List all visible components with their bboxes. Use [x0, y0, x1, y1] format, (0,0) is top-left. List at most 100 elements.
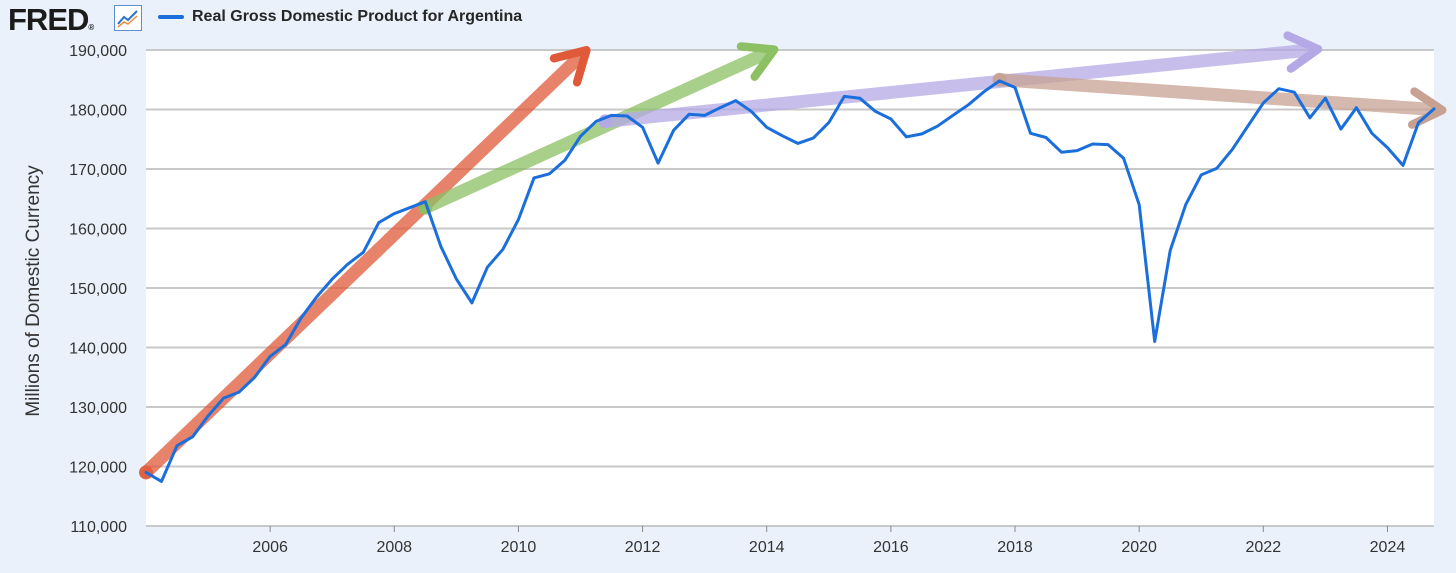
data-point: [858, 96, 862, 100]
data-point: [393, 212, 396, 215]
data-point: [1370, 132, 1374, 135]
data-point: [548, 172, 551, 175]
data-point: [377, 221, 380, 224]
data-point: [346, 263, 349, 266]
data-point: [998, 79, 1001, 83]
data-point: [175, 444, 179, 447]
data-point: [1262, 101, 1265, 105]
x-tick-label: 2018: [997, 539, 1033, 556]
data-point: [750, 110, 753, 113]
data-point: [1386, 146, 1389, 149]
data-point: [672, 129, 675, 132]
data-point: [1231, 148, 1234, 151]
data-point: [1324, 96, 1327, 100]
data-point: [951, 114, 955, 117]
x-axis-ticks: 2006 2008 2010 2012 2014 2016 2018 2020 2022 2024: [252, 526, 1405, 556]
series-line: [144, 79, 1436, 483]
data-point: [920, 132, 924, 136]
data-point: [703, 114, 706, 117]
data-point: [967, 103, 970, 106]
data-point: [455, 277, 458, 281]
data-point: [253, 376, 256, 379]
data-point: [905, 135, 908, 139]
x-tick-label: 2016: [873, 539, 909, 556]
data-point: [1401, 164, 1405, 167]
x-tick-label: 2010: [501, 539, 537, 556]
data-point: [1153, 340, 1156, 343]
data-point: [408, 206, 412, 209]
data-point: [734, 99, 737, 102]
data-point: [610, 114, 613, 117]
data-point: [827, 121, 830, 124]
y-tick-label: 160,000: [69, 222, 127, 239]
data-point: [563, 158, 567, 162]
data-point: [268, 355, 272, 358]
y-tick-label: 180,000: [69, 103, 127, 120]
y-axis-label: Millions of Domestic Currency: [23, 165, 44, 417]
grid-lines: [146, 49, 1434, 527]
data-point: [641, 126, 644, 129]
data-point: [1293, 91, 1296, 94]
data-point: [284, 343, 287, 346]
y-tick-label: 140,000: [69, 341, 127, 358]
data-point: [1013, 86, 1017, 89]
data-point: [486, 265, 489, 269]
data-point: [1029, 132, 1032, 135]
data-point: [1184, 203, 1187, 206]
data-point: [874, 110, 877, 113]
data-point: [299, 316, 303, 319]
data-point: [1106, 143, 1110, 146]
data-point: [1122, 157, 1125, 160]
data-point: [579, 135, 582, 138]
x-tick-label: 2022: [1246, 539, 1282, 556]
data-point: [517, 218, 520, 221]
fred-logo-text: FRED: [8, 2, 89, 37]
x-tick-label: 2008: [376, 539, 412, 556]
data-point: [781, 134, 784, 137]
annotation-arrow-purple: [598, 31, 1323, 128]
data-point: [501, 248, 505, 251]
data-point: [439, 245, 443, 248]
data-point: [982, 90, 986, 93]
x-tick-label: 2012: [625, 539, 661, 556]
data-point: [1168, 249, 1172, 252]
data-point: [843, 95, 846, 98]
legend-label: Real Gross Domestic Product for Argentin…: [192, 8, 523, 25]
data-point: [812, 136, 815, 140]
data-point: [1060, 151, 1063, 154]
x-tick-label: 2014: [749, 539, 785, 556]
data-point: [222, 396, 225, 400]
y-tick-label: 150,000: [69, 281, 127, 298]
y-tick-label: 190,000: [69, 43, 127, 60]
data-point: [796, 142, 799, 145]
data-point: [191, 435, 194, 438]
x-tick-label: 2024: [1370, 539, 1406, 556]
data-point: [1246, 124, 1249, 128]
x-tick-label: 2020: [1121, 539, 1157, 556]
data-point: [144, 471, 148, 474]
data-point: [1277, 87, 1281, 90]
fred-logo[interactable]: FRED®: [8, 2, 94, 37]
y-tick-label: 130,000: [69, 400, 127, 417]
annotation-arrow-green: [418, 42, 779, 215]
data-point: [718, 106, 722, 109]
data-point: [1091, 142, 1094, 146]
data-point: [1044, 136, 1048, 139]
data-point: [1075, 149, 1079, 152]
data-point: [625, 114, 629, 118]
y-tick-label: 120,000: [69, 460, 127, 477]
annotation-arrow-brown: [992, 73, 1447, 129]
y-tick-label: 170,000: [69, 162, 127, 179]
data-point: [1432, 107, 1436, 111]
series-layer: [144, 79, 1436, 483]
data-point: [594, 120, 598, 123]
data-point: [315, 295, 318, 299]
chart-line-icon[interactable]: [114, 5, 142, 31]
data-point: [237, 390, 241, 394]
y-axis-ticks: 110,000 120,000 130,000 140,000 150,000 160,0…: [69, 43, 127, 536]
data-point: [532, 176, 536, 180]
data-point: [424, 200, 427, 203]
data-point: [687, 113, 691, 116]
data-point: [1200, 173, 1203, 177]
